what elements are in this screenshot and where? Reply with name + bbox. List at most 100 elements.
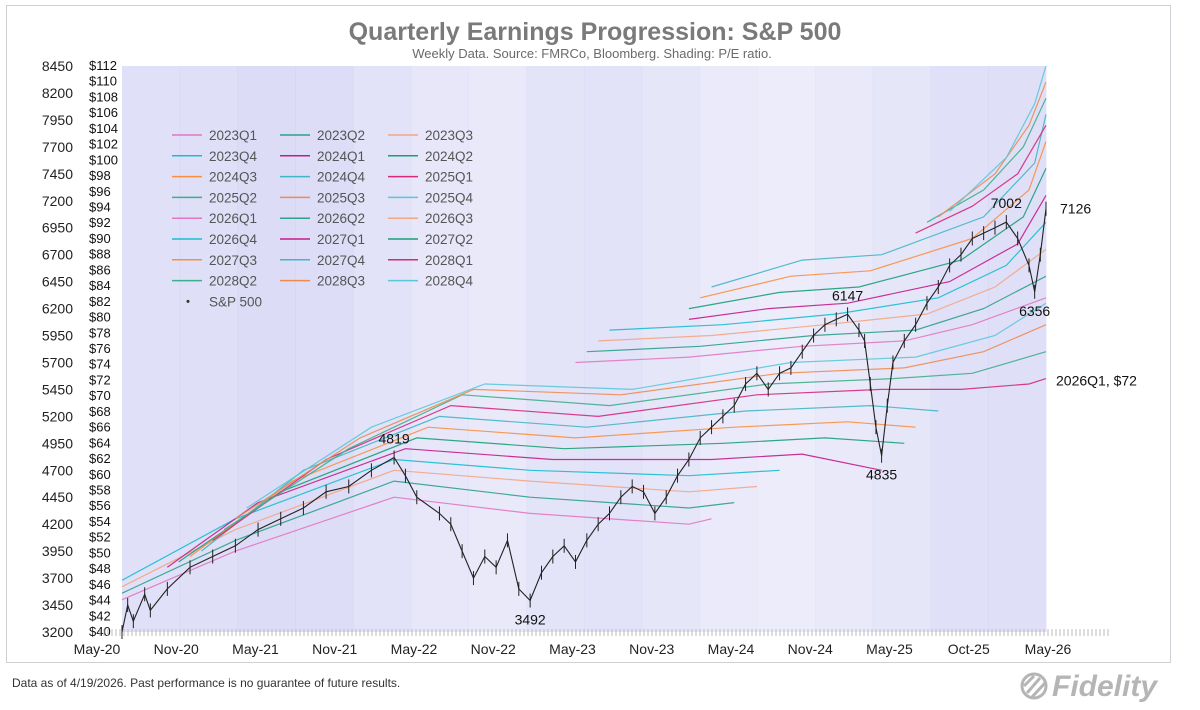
legend-entry: 2024Q1 <box>317 149 365 164</box>
annotation-label: 7002 <box>991 195 1022 211</box>
legend-entry: 2028Q4 <box>425 274 474 289</box>
earnings-line-2026Q2 <box>586 275 1047 353</box>
right-tick-label: $62 <box>89 451 111 466</box>
legend-entry: 2028Q1 <box>425 253 473 268</box>
legend-entry: 2026Q2 <box>317 211 365 226</box>
legend-swatch <box>186 299 190 303</box>
annotation-label: 6147 <box>832 287 863 303</box>
legend-entry: 2025Q2 <box>209 190 257 205</box>
earnings-lines <box>121 65 1047 601</box>
earnings-line-2025Q4 <box>246 302 1047 509</box>
annotation-label: 4819 <box>379 430 410 446</box>
left-tick-label: 5200 <box>42 408 73 424</box>
legend-entry: 2028Q3 <box>317 274 365 289</box>
pe-shade-band <box>930 66 989 632</box>
legend-entry: 2023Q3 <box>425 128 473 143</box>
legend: 2023Q1 2023Q2 2023Q3 2023Q4 2024Q1 2024Q2 2024… <box>172 128 474 309</box>
right-tick-label: $104 <box>89 121 118 136</box>
earnings-line-2026Q1 <box>575 297 1047 364</box>
legend-entry: 2027Q4 <box>317 253 366 268</box>
legend-entry: 2025Q4 <box>425 190 474 205</box>
annotation-label: 3492 <box>515 612 546 628</box>
right-tick-label: $112 <box>89 58 117 73</box>
x-tick-label: May-24 <box>708 641 755 657</box>
left-tick-label: 7700 <box>42 139 73 155</box>
legend-entry: 2023Q1 <box>209 128 257 143</box>
right-tick-label: $102 <box>89 137 118 152</box>
right-tick-label: $96 <box>89 184 111 199</box>
left-tick-label: 8200 <box>42 85 73 101</box>
left-tick-label: 6700 <box>42 247 73 263</box>
right-tick-label: $88 <box>89 247 111 262</box>
legend-entry: 2024Q3 <box>209 170 257 185</box>
legend-entry: 2023Q4 <box>209 149 258 164</box>
right-tick-label: $46 <box>89 577 111 592</box>
left-tick-label: 5950 <box>42 328 73 344</box>
earnings-line-2024Q1 <box>166 448 882 568</box>
right-tick-label: $94 <box>89 200 111 215</box>
legend-entry: 2027Q1 <box>317 232 365 247</box>
left-tick-label: 7950 <box>42 112 73 128</box>
right-tick-label: $58 <box>89 483 111 498</box>
left-tick-label: 3450 <box>42 597 73 613</box>
pe-shade-band <box>295 66 354 632</box>
earnings-line-2027Q4 <box>711 114 1047 288</box>
x-tick-label: May-26 <box>1025 641 1072 657</box>
right-tick-label: $98 <box>89 168 111 183</box>
earnings-line-2023Q4 <box>121 458 780 581</box>
right-tick-label: $50 <box>89 545 111 560</box>
logo-wordmark: Fidelity <box>1052 670 1158 703</box>
x-tick-label: May-20 <box>74 641 121 657</box>
right-tick-label: $42 <box>89 608 111 623</box>
x-axis: May-20 Nov-20 May-21 Nov-21 May-22 Nov-22 May-… <box>74 629 1109 657</box>
left-tick-label: 5700 <box>42 354 73 370</box>
legend-entry: 2025Q1 <box>425 170 473 185</box>
x-tick-label: Nov-20 <box>154 641 199 657</box>
earnings-line-2027Q1 <box>688 195 1047 320</box>
pe-shade-band <box>988 66 1047 632</box>
left-tick-label: 6200 <box>42 301 73 317</box>
left-tick-label: 3700 <box>42 570 73 586</box>
right-tick-label: $74 <box>89 357 111 372</box>
legend-entry: 2026Q3 <box>425 211 473 226</box>
earnings-line-2025Q1 <box>212 378 1047 541</box>
legend-entry: 2027Q3 <box>209 253 257 268</box>
left-axis: 8450 8200 7950 7700 7450 7200 6950 6700 6450 6200… <box>42 58 73 640</box>
right-tick-label: $72 <box>89 372 111 387</box>
left-tick-label: 5450 <box>42 381 73 397</box>
earnings-line-2025Q3 <box>235 324 1047 520</box>
x-tick-label: May-23 <box>549 641 596 657</box>
left-tick-label: 4700 <box>42 462 73 478</box>
chart-title: Quarterly Earnings Progression: S&P 500 <box>349 18 842 46</box>
right-tick-label: $92 <box>89 215 111 230</box>
pe-shade-band <box>468 66 527 632</box>
price-series <box>121 201 1047 639</box>
earnings-line-2028Q1 <box>915 124 1047 234</box>
legend-entry: 2026Q4 <box>209 232 258 247</box>
x-tick-label: Oct-25 <box>948 641 990 657</box>
right-tick-label: $60 <box>89 467 111 482</box>
earnings-line-2027Q2 <box>688 168 1047 310</box>
pe-shade-band <box>757 66 816 632</box>
x-tick-label: Nov-22 <box>471 641 516 657</box>
right-tick-label: $82 <box>89 294 111 309</box>
left-tick-label: 3200 <box>42 624 73 640</box>
earnings-line-2024Q4 <box>201 404 939 552</box>
legend-entry: 2025Q3 <box>317 190 365 205</box>
pe-shade-band <box>699 66 758 632</box>
x-tick-label: Nov-21 <box>312 641 357 657</box>
right-tick-label: $68 <box>89 404 111 419</box>
legend-entry: 2024Q4 <box>317 170 366 185</box>
earnings-line-2023Q1 <box>121 496 712 601</box>
pe-shade-band <box>122 66 181 632</box>
right-tick-label: $100 <box>89 152 118 167</box>
x-tick-label: Nov-24 <box>788 641 833 657</box>
left-tick-label: 4200 <box>42 516 73 532</box>
legend-entry: 2028Q2 <box>209 274 257 289</box>
legend-entry: 2024Q2 <box>425 149 473 164</box>
right-tick-label: $70 <box>89 388 111 403</box>
earnings-line-2025Q2 <box>223 351 1047 531</box>
right-tick-label: $48 <box>89 561 111 576</box>
annotation-label: 7126 <box>1060 201 1091 217</box>
